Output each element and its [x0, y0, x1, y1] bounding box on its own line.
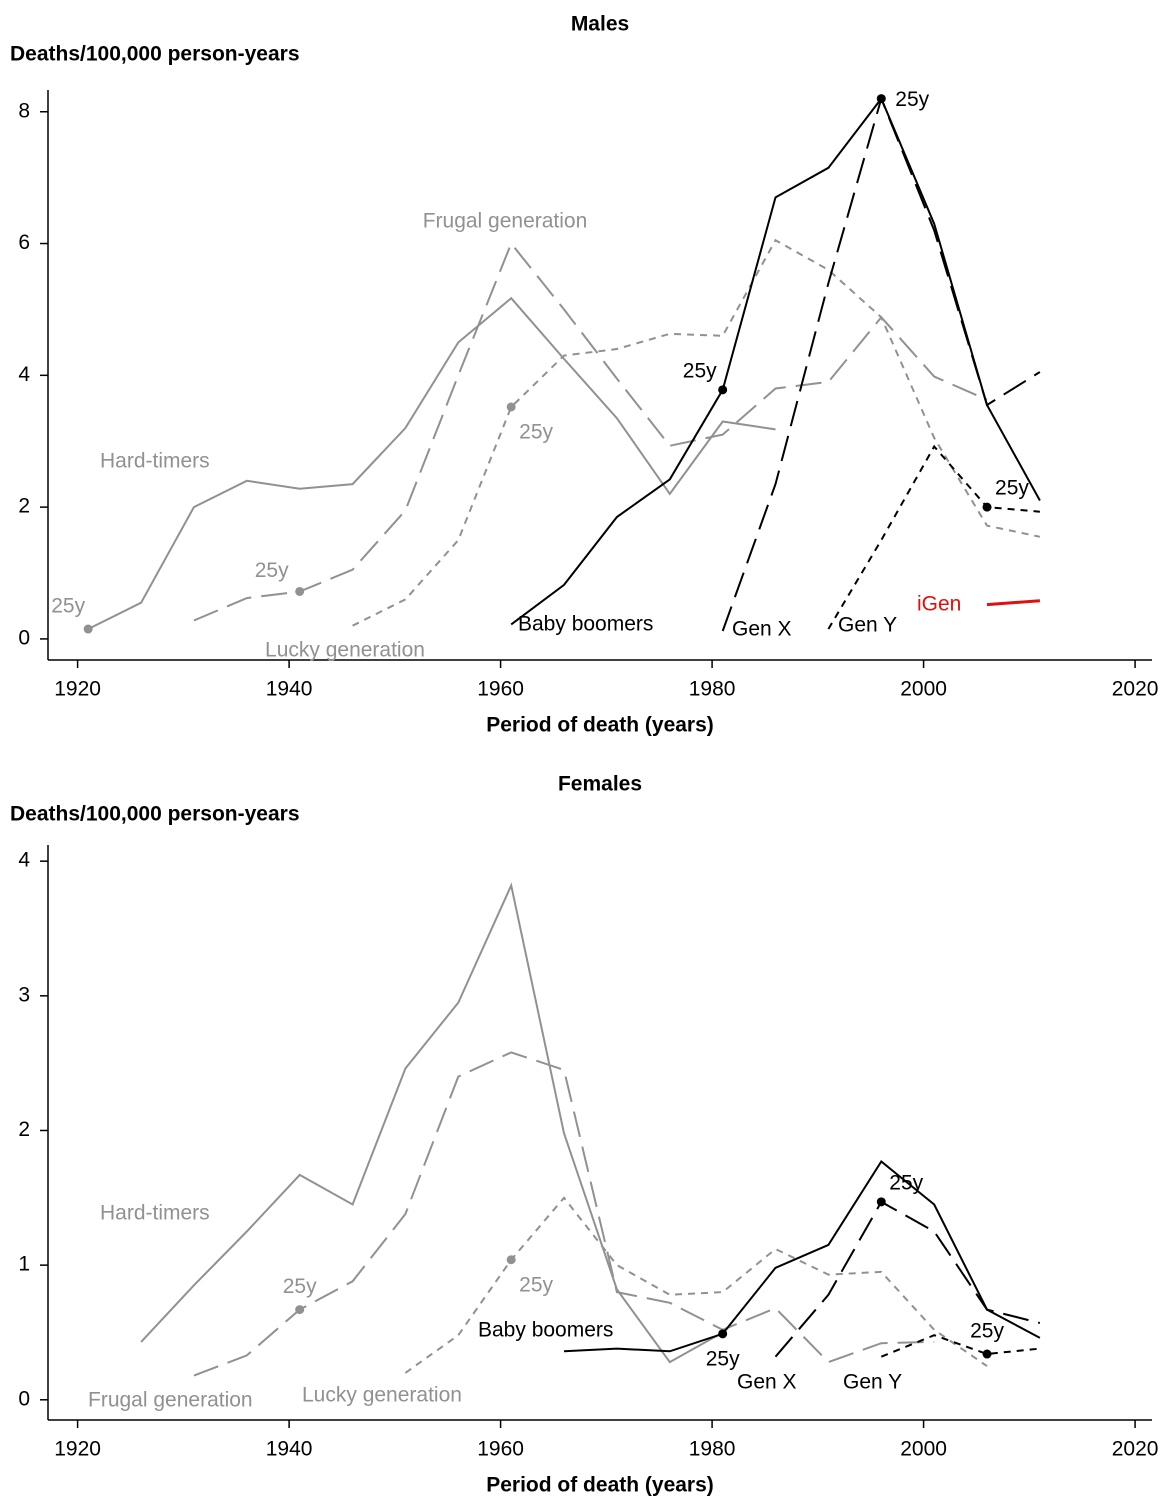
x-tick-label: 1940 [266, 678, 313, 701]
series-line [774, 1200, 1041, 1358]
x-tick-label: 1920 [54, 678, 101, 701]
y-tick-label: 4 [18, 363, 30, 386]
series-line [880, 1334, 1041, 1358]
age-marker [506, 1255, 516, 1265]
y-tick-label: 1 [18, 1253, 30, 1276]
series-label: Gen X [732, 618, 792, 641]
age-marker [982, 502, 992, 512]
x-tick-label: 1960 [477, 678, 524, 701]
series-line [140, 882, 724, 1364]
age-marker [506, 402, 516, 412]
age-marker [718, 385, 728, 395]
x-tick-label: 2020 [1112, 678, 1159, 701]
annotation: 25y [995, 477, 1029, 500]
series-label: Lucky generation [302, 1384, 462, 1407]
annotation: 25y [283, 1275, 317, 1298]
annotation: 25y [683, 359, 717, 382]
y-tick-label: 6 [18, 231, 30, 254]
series-label: Lucky generation [265, 639, 425, 662]
x-tick-label: 1940 [266, 1438, 313, 1461]
age-marker [295, 586, 305, 596]
age-marker [295, 1305, 305, 1315]
annotation: 25y [706, 1347, 740, 1370]
series-line [352, 238, 1041, 627]
x-tick-label: 2000 [900, 678, 947, 701]
annotation: 25y [889, 1171, 923, 1194]
y-tick-label: 8 [18, 99, 30, 122]
age-marker [876, 1197, 886, 1207]
series-line [563, 1160, 1041, 1353]
annotation: 25y [51, 595, 85, 618]
series-line [827, 444, 1040, 630]
series-line [510, 96, 1041, 626]
y-tick-label: 4 [18, 849, 30, 872]
series-line [721, 95, 1041, 632]
x-axis-label: Period of death (years) [486, 714, 714, 737]
y-tick-label: 2 [18, 1118, 30, 1141]
series-line [193, 1051, 935, 1377]
annotation: 25y [255, 559, 289, 582]
series-label: Hard-timers [100, 1202, 210, 1225]
series-label: Baby boomers [518, 613, 653, 636]
series-line [986, 599, 1041, 607]
x-tick-label: 1920 [54, 1438, 101, 1461]
series-line [193, 241, 988, 622]
series-label: Frugal generation [88, 1389, 253, 1412]
y-tick-label: 0 [18, 626, 30, 649]
annotation: 25y [895, 88, 929, 111]
age-marker [718, 1329, 728, 1339]
annotation: 25y [970, 1320, 1004, 1343]
y-axis-label: Deaths/100,000 person-years [10, 43, 300, 66]
y-tick-label: 0 [18, 1387, 30, 1410]
age-marker [83, 624, 93, 634]
series-label: Baby boomers [478, 1319, 613, 1342]
x-axis-label: Period of death (years) [486, 1474, 714, 1497]
series-label: Gen Y [843, 1371, 902, 1394]
annotation: 25y [519, 1273, 553, 1296]
x-tick-label: 1980 [689, 1438, 736, 1461]
y-tick-label: 3 [18, 983, 30, 1006]
x-tick-label: 1980 [689, 678, 736, 701]
y-axis-label: Deaths/100,000 person-years [10, 803, 300, 826]
series-label: iGen [917, 593, 961, 616]
x-tick-label: 1960 [477, 1438, 524, 1461]
x-tick-label: 2020 [1112, 1438, 1159, 1461]
series-label: Gen Y [838, 614, 897, 637]
chart-title: Females [558, 773, 642, 796]
series-label: Hard-timers [100, 450, 210, 473]
age-marker [982, 1349, 992, 1359]
series-label: Frugal generation [423, 210, 588, 233]
annotation: 25y [519, 421, 553, 444]
age-marker [876, 94, 886, 104]
y-tick-label: 2 [18, 495, 30, 518]
series-line [404, 1196, 988, 1374]
series-label: Gen X [737, 1371, 797, 1394]
chart-title: Males [571, 13, 629, 36]
x-tick-label: 2000 [900, 1438, 947, 1461]
series-line [87, 296, 776, 630]
